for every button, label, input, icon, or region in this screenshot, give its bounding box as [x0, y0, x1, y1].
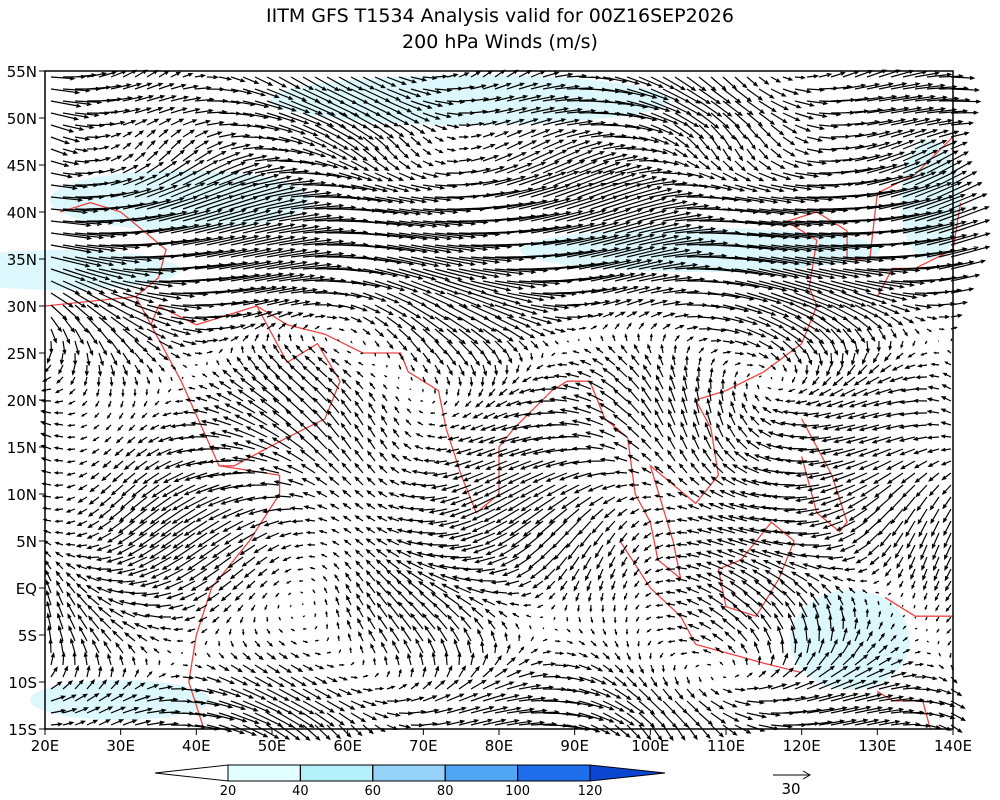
colorbar-label: 80	[437, 784, 454, 799]
coastline	[884, 596, 953, 617]
x-tick-label: 140E	[934, 737, 972, 755]
y-tick-label: 10S	[8, 674, 37, 692]
colorbar-label: 60	[365, 784, 382, 799]
colorbar-low	[154, 764, 229, 782]
x-tick-label: 40E	[182, 737, 211, 755]
x-tick-label: 120E	[783, 737, 821, 755]
y-tick-label: 35N	[7, 251, 37, 269]
x-tick-label: 20E	[31, 737, 60, 755]
coastline	[717, 521, 795, 617]
y-tick-label: 20N	[7, 392, 37, 410]
y-tick-label: EQ	[16, 580, 37, 598]
y-tick-label: 5N	[16, 533, 37, 551]
y-tick-label: 50N	[7, 110, 37, 128]
colorbar-bin	[517, 764, 591, 782]
y-tick-label: 55N	[7, 63, 37, 81]
x-tick-label: 110E	[707, 737, 745, 755]
x-tick-label: 100E	[631, 737, 669, 755]
x-tick-label: 50E	[258, 737, 287, 755]
title-line: IITM GFS T1534 Analysis valid for 00Z16S…	[266, 5, 734, 27]
colorbar-label: 100	[505, 784, 530, 799]
x-tick-label: 80E	[485, 737, 514, 755]
y-tick-label: 5S	[18, 627, 37, 645]
reference-arrow	[773, 770, 812, 780]
coastline	[695, 643, 802, 674]
y-tick-label: 30N	[7, 298, 37, 316]
colorbar-bin	[227, 764, 301, 782]
colorbar-bin	[299, 764, 374, 782]
y-tick-label: 15N	[7, 439, 37, 457]
reference-label: 30	[781, 780, 800, 798]
y-tick-label: 10N	[7, 486, 37, 504]
wind-speed-shading	[0, 75, 960, 720]
x-tick-label: 30E	[106, 737, 135, 755]
subtitle-line: 200 hPa Winds (m/s)	[402, 31, 598, 53]
y-tick-label: 25N	[7, 345, 37, 363]
x-tick-label: 70E	[409, 737, 438, 755]
x-tick-label: 90E	[560, 737, 589, 755]
wind-vectors	[39, 69, 991, 742]
axes: 20E 30E 40E 50E 60E 70E 80E 90E 100E 110E 120E 130E…	[7, 63, 972, 755]
reference-vector: 30	[773, 770, 812, 798]
y-tick-label: 15S	[8, 721, 37, 739]
coastline	[135, 296, 281, 730]
colorbar-bin	[444, 764, 519, 782]
colorbar-label: 120	[578, 784, 603, 799]
y-tick-label: 40N	[7, 204, 37, 222]
colorbar-high	[589, 764, 666, 782]
colorbar: 20 40 60 80 100 120	[154, 764, 666, 799]
colorbar-label: 40	[292, 784, 309, 799]
x-tick-label: 60E	[333, 737, 362, 755]
x-tick-label: 130E	[858, 737, 896, 755]
jet-shade	[30, 680, 210, 720]
colorbar-label: 20	[220, 784, 237, 799]
coastline	[619, 540, 697, 645]
y-tick-label: 45N	[7, 157, 37, 175]
colorbar-bin	[372, 764, 446, 782]
